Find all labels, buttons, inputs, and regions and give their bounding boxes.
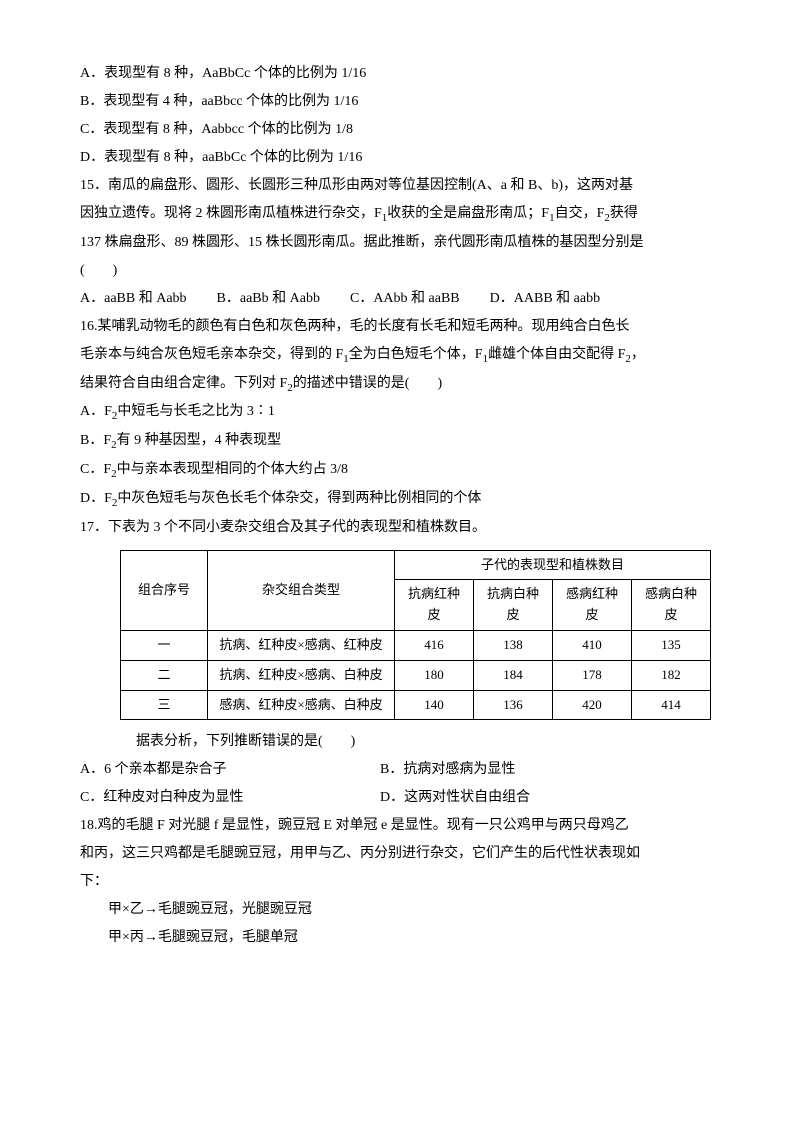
cell-v1: 180: [395, 660, 474, 690]
cell-type: 感病、红种皮×感病、白种皮: [208, 690, 395, 720]
q18-stem-line3: 下：: [80, 868, 720, 896]
q15-options: A．aaBB 和 Aabb B．aaBb 和 Aabb C．AAbb 和 aaB…: [80, 285, 720, 313]
q16-option-b: B．F2有 9 种基因型，4 种表现型: [80, 427, 720, 456]
q17-after: 据表分析，下列推断错误的是( ): [80, 728, 720, 756]
q14-option-c: C．表现型有 8 种，Aabbcc 个体的比例为 1/8: [80, 116, 720, 144]
th-c4: 感病白种皮: [632, 580, 711, 631]
q17-options-row1: A．6 个亲本都是杂合子 B．抗病对感病为显性: [80, 756, 720, 784]
q18-stem-line2: 和丙，这三只鸡都是毛腿豌豆冠，用甲与乙、丙分别进行杂交，它们产生的后代性状表现如: [80, 840, 720, 868]
q17-option-d: D．这两对性状自由组合: [380, 784, 720, 812]
cell-v2: 136: [474, 690, 553, 720]
q15-option-b: B．aaBb 和 Aabb: [217, 285, 320, 313]
q16-option-d: D．F2中灰色短毛与灰色长毛个体杂交，得到两种比例相同的个体: [80, 485, 720, 514]
q15-option-d: D．AABB 和 aabb: [490, 285, 600, 313]
table-row: 二 抗病、红种皮×感病、白种皮 180 184 178 182: [121, 660, 711, 690]
cell-v3: 420: [553, 690, 632, 720]
table-row: 一 抗病、红种皮×感病、红种皮 416 138 410 135: [121, 630, 711, 660]
q16-stem-line1: 16.某哺乳动物毛的颜色有白色和灰色两种，毛的长度有长毛和短毛两种。现用纯合白色…: [80, 313, 720, 341]
q14-option-a: A．表现型有 8 种，AaBbCc 个体的比例为 1/16: [80, 60, 720, 88]
cell-id: 三: [121, 690, 208, 720]
q17-option-a: A．6 个亲本都是杂合子: [80, 756, 380, 784]
th-c2: 抗病白种皮: [474, 580, 553, 631]
th-type: 杂交组合类型: [208, 550, 395, 630]
q14-option-d: D．表现型有 8 种，aaBbCc 个体的比例为 1/16: [80, 144, 720, 172]
q15-stem-line3: 137 株扁盘形、89 株圆形、15 株长圆形南瓜。据此推断，亲代圆形南瓜植株的…: [80, 229, 720, 257]
cell-v4: 135: [632, 630, 711, 660]
q17-option-c: C．红种皮对白种皮为显性: [80, 784, 380, 812]
q15-option-a: A．aaBB 和 Aabb: [80, 285, 187, 313]
th-offspring: 子代的表现型和植株数目: [395, 550, 711, 580]
q17-option-b: B．抗病对感病为显性: [380, 756, 720, 784]
cell-v3: 410: [553, 630, 632, 660]
cell-type: 抗病、红种皮×感病、白种皮: [208, 660, 395, 690]
cell-v1: 140: [395, 690, 474, 720]
q15-stem-line4: ( ): [80, 257, 720, 285]
q15-stem-line1: 15．南瓜的扁盘形、圆形、长圆形三种瓜形由两对等位基因控制(A、a 和 B、b)…: [80, 172, 720, 200]
th-c1: 抗病红种皮: [395, 580, 474, 631]
q16-stem-line3: 结果符合自由组合定律。下列对 F2的描述中错误的是( ): [80, 370, 720, 399]
cell-v2: 138: [474, 630, 553, 660]
table-row: 三 感病、红种皮×感病、白种皮 140 136 420 414: [121, 690, 711, 720]
q17-stem: 17．下表为 3 个不同小麦杂交组合及其子代的表现型和植株数目。: [80, 514, 720, 542]
q18-cross2: 甲×丙→毛腿豌豆冠，毛腿单冠: [80, 924, 720, 952]
cell-v4: 182: [632, 660, 711, 690]
cell-id: 二: [121, 660, 208, 690]
q17-table: 组合序号 杂交组合类型 子代的表现型和植株数目 抗病红种皮 抗病白种皮 感病红种…: [120, 550, 711, 721]
table-header-row1: 组合序号 杂交组合类型 子代的表现型和植株数目: [121, 550, 711, 580]
q18-stem-line1: 18.鸡的毛腿 F 对光腿 f 是显性，豌豆冠 E 对单冠 e 是显性。现有一只…: [80, 812, 720, 840]
q16-option-c: C．F2中与亲本表现型相同的个体大约占 3/8: [80, 456, 720, 485]
q14-option-b: B．表现型有 4 种，aaBbcc 个体的比例为 1/16: [80, 88, 720, 116]
cell-type: 抗病、红种皮×感病、红种皮: [208, 630, 395, 660]
q15-option-c: C．AAbb 和 aaBB: [350, 285, 460, 313]
cell-v3: 178: [553, 660, 632, 690]
q18-cross1: 甲×乙→毛腿豌豆冠，光腿豌豆冠: [80, 896, 720, 924]
cell-v2: 184: [474, 660, 553, 690]
q15-stem-line2: 因独立遗传。现将 2 株圆形南瓜植株进行杂交，F1收获的全是扁盘形南瓜；F1自交…: [80, 200, 720, 229]
cell-v4: 414: [632, 690, 711, 720]
th-combo-id: 组合序号: [121, 550, 208, 630]
th-c3: 感病红种皮: [553, 580, 632, 631]
q16-option-a: A．F2中短毛与长毛之比为 3∶1: [80, 398, 720, 427]
q17-options-row2: C．红种皮对白种皮为显性 D．这两对性状自由组合: [80, 784, 720, 812]
cell-v1: 416: [395, 630, 474, 660]
q16-stem-line2: 毛亲本与纯合灰色短毛亲本杂交，得到的 F1全为白色短毛个体，F1雌雄个体自由交配…: [80, 341, 720, 370]
cell-id: 一: [121, 630, 208, 660]
